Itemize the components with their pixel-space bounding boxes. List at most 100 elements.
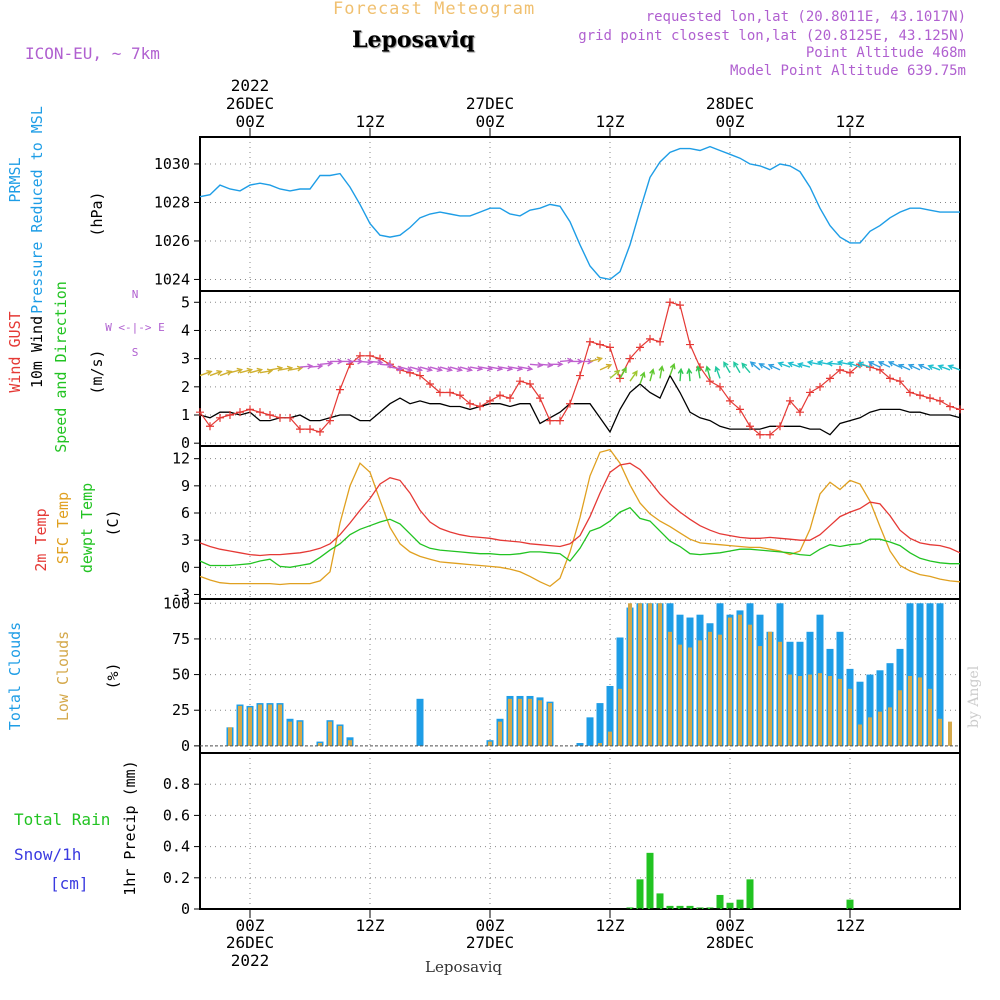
low-cloud-bar (328, 721, 332, 746)
low-cloud-bar (498, 721, 502, 746)
wind-direction-arrow (259, 368, 274, 375)
clouds-unit: (%) (104, 662, 122, 689)
wind-gust-marker (236, 408, 244, 417)
low-cloud-bar (928, 688, 932, 746)
wind-gust-marker (866, 363, 874, 372)
wind-direction-arrow (499, 365, 514, 372)
wind-gust-marker (666, 298, 674, 307)
compass-n: N (132, 288, 139, 301)
wind-gust-marker (836, 365, 844, 374)
y-tick-label: 1028 (154, 193, 190, 211)
wind-direction-arrow (847, 361, 861, 368)
wind-gust-marker (796, 408, 804, 417)
wind-direction-arrow (723, 361, 731, 374)
wind-direction-arrow (479, 365, 494, 372)
wind-direction-arrow (529, 361, 544, 368)
wind-gust-marker (656, 337, 664, 346)
time-label-bottom: 00Z (476, 916, 505, 935)
y-tick-label: 0.4 (163, 838, 190, 856)
wind-gust-marker (886, 374, 894, 383)
rain-bar (736, 899, 744, 909)
y-tick-label: 5 (181, 293, 190, 311)
wind-direction-arrow (877, 361, 891, 368)
total-clouds-label: Total Clouds (6, 622, 24, 730)
total-cloud-bar (926, 603, 934, 746)
panel-frame-wind (199, 290, 961, 447)
y-tick-label: 1024 (154, 270, 190, 288)
low-cloud-bar (638, 603, 642, 746)
wind-direction-arrow (767, 363, 781, 371)
wind-gust-label: Wind GUST (6, 311, 24, 392)
wind-direction-arrow (857, 361, 871, 368)
point-altitude: Point Altitude 468m (805, 45, 966, 61)
wind-gust-marker (826, 374, 834, 383)
time-label-bottom: 12Z (836, 916, 865, 935)
low-cloud-bar (708, 631, 712, 746)
wind-direction-arrow (733, 361, 741, 374)
wind-direction-arrow (867, 361, 881, 368)
wind-gust-marker (336, 385, 344, 394)
total-cloud-bar (596, 703, 604, 746)
wind-direction-arrow (299, 363, 314, 370)
low-cloud-bar (318, 743, 322, 746)
time-label-top: 00Z (236, 112, 265, 131)
low-cloud-bar (698, 640, 702, 746)
total-cloud-bar (866, 674, 874, 746)
wind-gust-marker (546, 416, 554, 425)
wind-direction-arrow (649, 368, 655, 382)
wind-gust-marker (756, 430, 764, 439)
wind-gust-marker (256, 408, 264, 417)
wind-gust-marker (206, 422, 214, 431)
panel-frame-pressure (199, 136, 961, 292)
low-cloud-bar (818, 673, 822, 746)
wind-gust-marker (916, 391, 924, 400)
wind-gust-marker (276, 413, 284, 422)
low-cloud-bar (528, 698, 532, 746)
y-tick-label: 75 (172, 630, 190, 648)
wind-gust-marker (716, 382, 724, 391)
dewpt-temp-label: dewpt Temp (78, 483, 96, 573)
y-tick-label: 0 (181, 737, 190, 755)
wind-direction-arrow (705, 365, 711, 379)
low-cloud-bar (658, 603, 662, 746)
panel-frame-precip (199, 752, 961, 910)
low-cloud-bar (548, 703, 552, 746)
wind-gust-marker (506, 394, 514, 403)
wind-gust-marker (356, 351, 364, 360)
snow-legend: Snow/1h (14, 845, 81, 864)
panel-frame-clouds (199, 598, 961, 754)
wind-direction-arrow (937, 364, 951, 371)
wind-direction-arrow (269, 365, 284, 372)
wind-gust-marker (926, 394, 934, 403)
wind-direction-arrow (449, 366, 464, 373)
wind-gust-marker (846, 368, 854, 377)
low-cloud-bar (538, 700, 542, 746)
wind-direction-arrow (917, 363, 931, 371)
product-title: Forecast Meteogram (333, 0, 536, 19)
rain-bar (746, 879, 754, 909)
wind-dir-label: Speed and Direction (52, 281, 70, 453)
low-cloud-bar (778, 641, 782, 746)
day-label-bottom: 27DEC (466, 933, 514, 952)
y-tick-label: -3 (172, 585, 190, 603)
day-label-top: 26DEC (226, 94, 274, 113)
low-cloud-bar (648, 603, 652, 746)
y-tick-label: 25 (172, 701, 190, 719)
wind-direction-arrow (429, 366, 444, 373)
wind-direction-arrow (309, 363, 324, 370)
wind-gust-marker (226, 411, 234, 419)
wind-gust-marker (536, 394, 544, 403)
y-tick-label: 3 (181, 350, 190, 368)
time-label-top: 00Z (476, 112, 505, 131)
wind-gust-marker (456, 391, 464, 400)
wind-gust-marker (366, 351, 374, 360)
wind-gust-marker (576, 371, 584, 380)
model-label: ICON-EU, ~ 7km (25, 44, 160, 63)
low-cloud-bar (248, 707, 252, 746)
wind-direction-arrow (686, 367, 693, 382)
wind-direction-arrow (539, 361, 554, 368)
wind-direction-arrow (619, 366, 627, 379)
pressure-label-short: PRMSL (6, 157, 24, 202)
wind-gust-marker (746, 422, 754, 431)
wind-direction-arrow (836, 359, 851, 366)
